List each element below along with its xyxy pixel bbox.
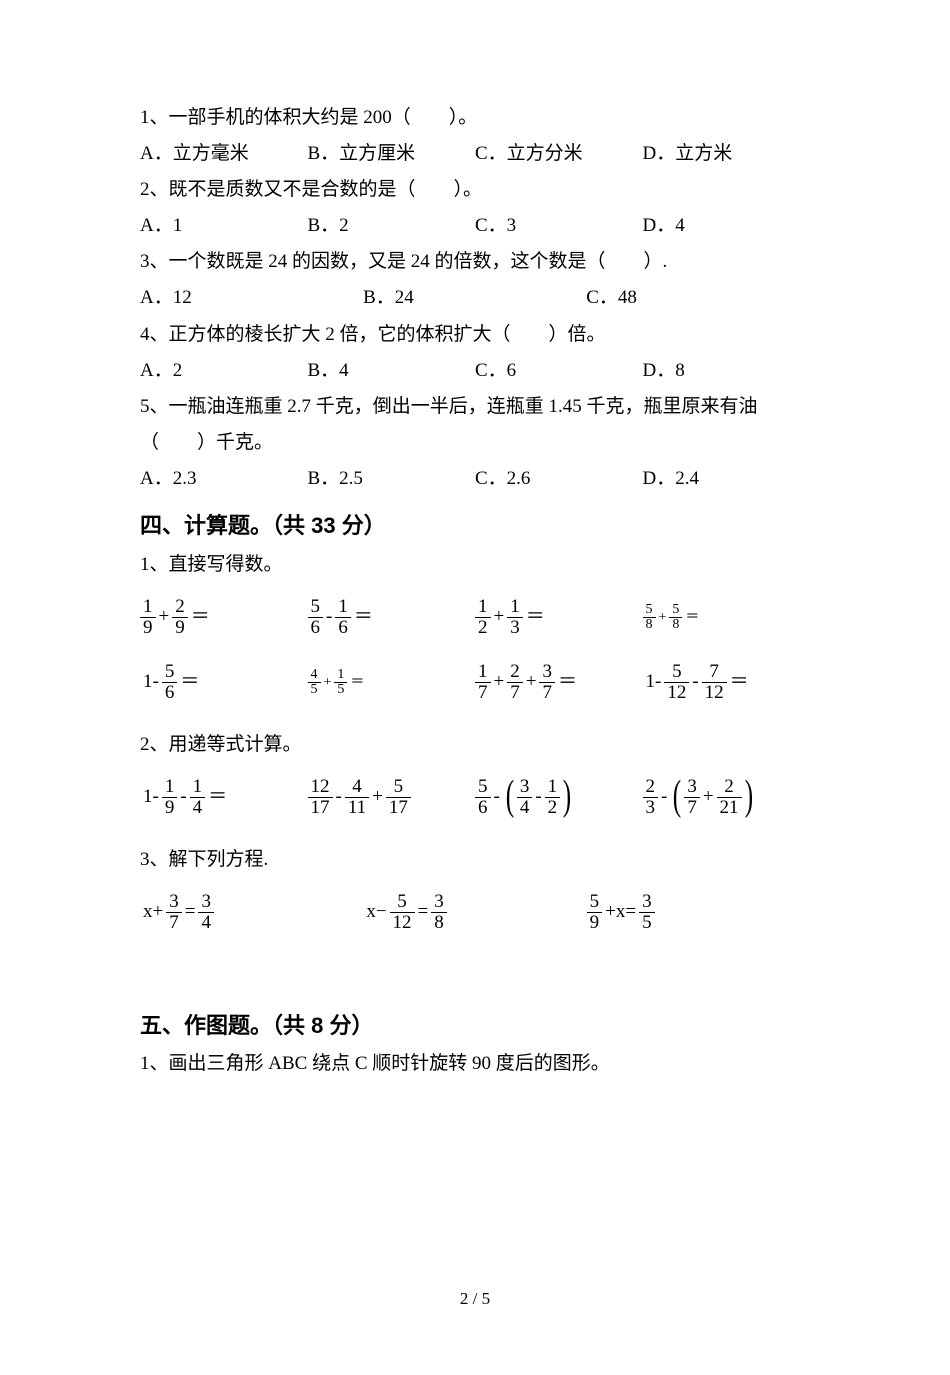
calc1-row2: 1-56＝ 45+15＝ 17+27+37＝ 1-512-712＝ — [140, 662, 810, 703]
page: 1、一部手机的体积大约是 200（ ）。 A．立方毫米 B．立方厘米 C．立方分… — [0, 0, 950, 1375]
q1-stem: 1、一部手机的体积大约是 200（ ）。 — [140, 100, 810, 136]
calc3-c1: x+37=34 — [140, 892, 363, 933]
calc2-c1: 1-19-14＝ — [140, 777, 308, 818]
q4-opt-d: D．8 — [643, 353, 811, 389]
calc1-r1-c2: 56-16＝ — [308, 597, 476, 638]
calc1-r2-c4: 1-512-712＝ — [643, 662, 811, 703]
q2-opt-c: C．3 — [475, 208, 643, 244]
q3-stem: 3、一个数既是 24 的因数，又是 24 的倍数，这个数是（ ）. — [140, 244, 810, 280]
q2-opt-a: A．1 — [140, 208, 308, 244]
q1-opt-c: C．立方分米 — [475, 136, 643, 172]
q2-options: A．1 B．2 C．3 D．4 — [140, 208, 810, 244]
calc1-r1-c1: 19+29＝ — [140, 597, 308, 638]
section4-sub1: 1、直接写得数。 — [140, 547, 810, 583]
section4-title: 四、计算题。（共 33 分） — [140, 505, 810, 547]
calc3-c2: x−512=38 — [363, 892, 586, 933]
calc2-c4: 23-(37+221) — [643, 777, 811, 818]
q5-opt-d: D．2.4 — [643, 461, 811, 497]
calc1-r1-c3: 12+13＝ — [475, 597, 643, 638]
q2-opt-b: B．2 — [308, 208, 476, 244]
calc1-row1: 19+29＝ 56-16＝ 12+13＝ 58+58＝ — [140, 597, 810, 638]
q1-opt-d: D．立方米 — [643, 136, 811, 172]
q2-stem: 2、既不是质数又不是合数的是（ ）。 — [140, 172, 810, 208]
section5-title: 五、作图题。（共 8 分） — [140, 1005, 810, 1047]
q3-opt-c: C．48 — [586, 280, 809, 316]
q5-opt-a: A．2.3 — [140, 461, 308, 497]
calc3-row: x+37=34 x−512=38 59+x=35 — [140, 892, 810, 933]
q3-opt-b: B．24 — [363, 280, 586, 316]
q3-options: A．12 B．24 C．48 — [140, 280, 810, 316]
q3-opt-a: A．12 — [140, 280, 363, 316]
section5-sub1: 1、画出三角形 ABC 绕点 C 顺时针旋转 90 度后的图形。 — [140, 1046, 810, 1082]
q4-stem: 4、正方体的棱长扩大 2 倍，它的体积扩大（ ）倍。 — [140, 317, 810, 353]
q4-opt-c: C．6 — [475, 353, 643, 389]
q1-opt-a: A．立方毫米 — [140, 136, 308, 172]
q5-options: A．2.3 B．2.5 C．2.6 D．2.4 — [140, 461, 810, 497]
q5-opt-b: B．2.5 — [308, 461, 476, 497]
q2-opt-d: D．4 — [643, 208, 811, 244]
q1-opt-b: B．立方厘米 — [308, 136, 476, 172]
q5-opt-c: C．2.6 — [475, 461, 643, 497]
q5-stem: 5、一瓶油连瓶重 2.7 千克，倒出一半后，连瓶重 1.45 千克，瓶里原来有油… — [140, 389, 810, 461]
calc1-r2-c3: 17+27+37＝ — [475, 662, 643, 703]
calc2-row: 1-19-14＝ 1217-411+517 56-(34-12) 23-(37+… — [140, 777, 810, 818]
calc2-c3: 56-(34-12) — [475, 777, 643, 818]
calc3-c3: 59+x=35 — [587, 892, 810, 933]
q1-options: A．立方毫米 B．立方厘米 C．立方分米 D．立方米 — [140, 136, 810, 172]
q4-options: A．2 B．4 C．6 D．8 — [140, 353, 810, 389]
calc1-r2-c2: 45+15＝ — [308, 664, 476, 700]
section4-sub3: 3、解下列方程. — [140, 842, 810, 878]
page-footer: 2 / 5 — [140, 1283, 810, 1315]
calc1-r2-c1: 1-56＝ — [140, 662, 308, 703]
q4-opt-a: A．2 — [140, 353, 308, 389]
q4-opt-b: B．4 — [308, 353, 476, 389]
section4-sub2: 2、用递等式计算。 — [140, 727, 810, 763]
calc2-c2: 1217-411+517 — [308, 777, 476, 818]
calc1-r1-c4: 58+58＝ — [643, 599, 811, 635]
